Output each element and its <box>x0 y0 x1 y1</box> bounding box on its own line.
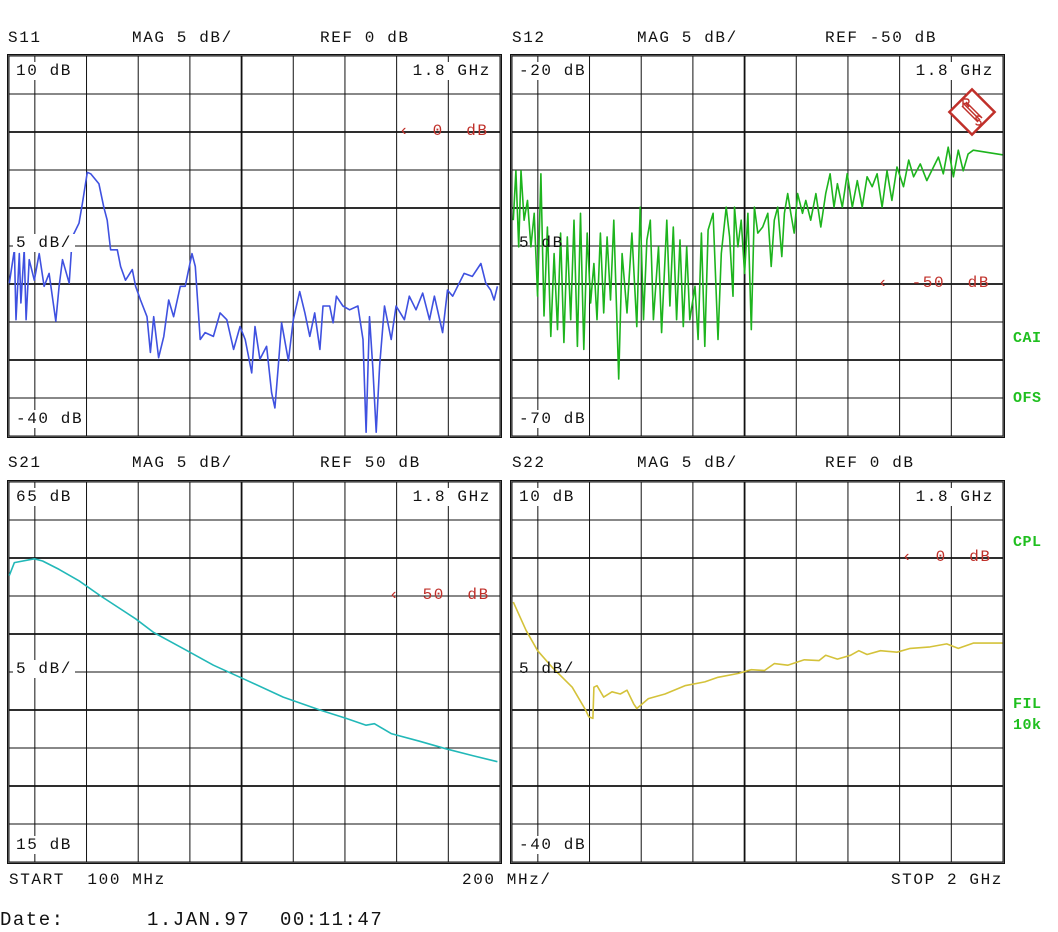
s22-title: S22 <box>512 454 546 472</box>
s11-title: S11 <box>8 29 42 47</box>
s21-bottom-label: 15 dB <box>13 836 76 854</box>
s11-top-label: 10 dB <box>13 62 76 80</box>
s21-ref: REF 50 dB <box>320 454 421 472</box>
s12-bottom-label: -70 dB <box>516 410 590 428</box>
plot-border <box>7 480 502 864</box>
s11-div-label: 5 dB/ <box>13 234 76 252</box>
s22-div-label: 5 dB/ <box>519 660 576 678</box>
time-value: 00:11:47 <box>280 909 384 931</box>
s22-top-label: 10 dB <box>516 488 579 506</box>
s11-ref-marker: ‹ 0 dB <box>399 122 489 140</box>
s11-ref: REF 0 dB <box>320 29 410 47</box>
date-label: Date: <box>0 909 65 931</box>
s22-plot <box>510 480 1005 864</box>
plot-border <box>7 54 502 438</box>
side-label-fil-bw: 10k <box>1013 717 1042 734</box>
s12-div-label: 5 dB <box>519 234 564 252</box>
date-value: 1.JAN.97 <box>147 909 251 931</box>
side-label-ofs: OFS <box>1013 390 1042 407</box>
s21-marker-label: 1.8 GHz <box>409 488 494 506</box>
s21-top-label: 65 dB <box>13 488 76 506</box>
s11-scale: MAG 5 dB/ <box>132 29 233 47</box>
s11-marker-label: 1.8 GHz <box>409 62 494 80</box>
stop-frequency: STOP 2 GHz <box>890 871 1003 889</box>
s22-trace <box>512 601 1003 720</box>
s22-marker-label: 1.8 GHz <box>912 488 997 506</box>
plot-border <box>510 54 1005 438</box>
panel-s21: 65 dB 1.8 GHz 5 dB/ 15 dB ‹ 50 dB <box>7 480 502 864</box>
s12-top-label: -20 dB <box>516 62 590 80</box>
plot-border <box>510 480 1005 864</box>
s21-ref-marker: ‹ 50 dB <box>389 586 490 604</box>
s21-plot <box>7 480 502 864</box>
frequency-per-div: 200 MHz/ <box>462 871 552 889</box>
s21-scale: MAG 5 dB/ <box>132 454 233 472</box>
s21-title: S21 <box>8 454 42 472</box>
s21-div-label: 5 dB/ <box>13 660 76 678</box>
s22-bottom-label: -40 dB <box>516 836 590 854</box>
s11-bottom-label: -40 dB <box>13 410 87 428</box>
s22-scale: MAG 5 dB/ <box>637 454 738 472</box>
s12-trace <box>512 146 1003 380</box>
rohde-schwarz-logo <box>947 87 997 137</box>
s12-marker-label: 1.8 GHz <box>912 62 997 80</box>
side-label-fil: FIL <box>1013 696 1042 713</box>
panel-s11: 10 dB 1.8 GHz 5 dB/ -40 dB ‹ 0 dB <box>7 54 502 438</box>
s12-ref: REF -50 dB <box>825 29 938 47</box>
side-label-cai: CAI <box>1013 330 1042 347</box>
start-frequency: START 100 MHz <box>9 871 166 889</box>
s12-plot <box>510 54 1005 438</box>
s12-title: S12 <box>512 29 546 47</box>
s12-ref-marker: ‹ -50 dB <box>878 274 991 292</box>
s11-trace <box>8 171 499 433</box>
s11-plot <box>7 54 502 438</box>
s22-ref: REF 0 dB <box>825 454 915 472</box>
side-label-cpl: CPL <box>1013 534 1042 551</box>
panel-s22: 10 dB 1.8 GHz 5 dB/ -40 dB ‹ 0 dB <box>510 480 1005 864</box>
s22-ref-marker: ‹ 0 dB <box>902 548 992 566</box>
panel-s12: -20 dB 1.8 GHz 5 dB -70 dB ‹ -50 dB <box>510 54 1005 438</box>
s21-trace <box>8 558 498 763</box>
s12-scale: MAG 5 dB/ <box>637 29 738 47</box>
